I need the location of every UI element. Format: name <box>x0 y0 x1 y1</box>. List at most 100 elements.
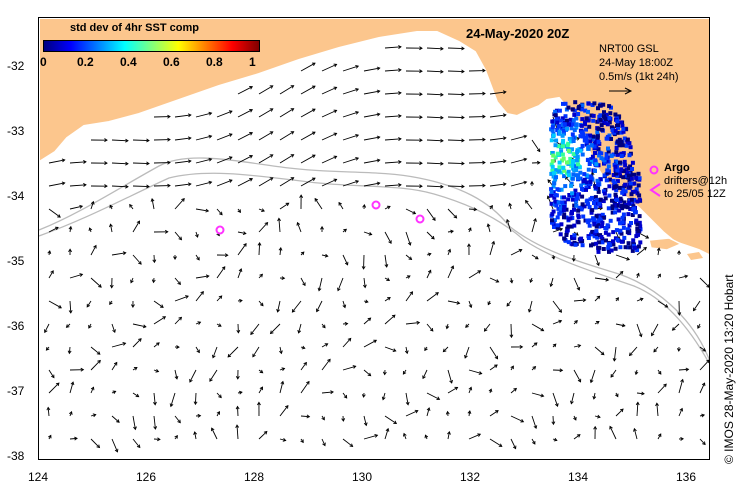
sst-pixel <box>595 235 600 240</box>
current-arrow-head <box>320 225 324 230</box>
current-arrow-head <box>635 401 640 406</box>
sst-pixel <box>575 192 580 197</box>
sst-pixel <box>607 184 612 189</box>
current-arrow-head <box>447 248 452 253</box>
sst-pixel <box>602 173 607 178</box>
current-arrow-head <box>509 334 514 339</box>
current-arrow <box>195 254 200 261</box>
current-arrow-head <box>218 394 222 399</box>
current-arrow-head <box>512 445 517 450</box>
sst-pixel <box>560 122 565 127</box>
sst-pixel <box>593 205 598 210</box>
current-arrow <box>216 133 233 141</box>
ocean-current-map[interactable] <box>39 18 710 460</box>
current-arrow <box>300 177 316 187</box>
sst-pixel <box>576 162 580 167</box>
current-arrow <box>510 135 527 141</box>
current-arrow-head <box>146 161 150 166</box>
sst-pixel <box>637 220 642 225</box>
current-arrow <box>484 323 491 332</box>
current-arrow-head <box>150 197 155 202</box>
current-arrow <box>279 438 286 441</box>
current-arrow-head <box>363 422 368 427</box>
current-arrow-head <box>461 184 465 189</box>
current-arrow-head <box>495 410 499 414</box>
current-arrow <box>129 204 134 210</box>
current-arrow-head <box>79 204 84 209</box>
sst-pixel <box>621 175 626 180</box>
current-arrow-head <box>130 279 134 284</box>
sst-pixel <box>621 187 626 192</box>
current-arrow <box>195 291 204 302</box>
current-arrow-head <box>54 226 59 231</box>
sst-pixel <box>615 179 620 184</box>
current-arrow <box>636 298 644 302</box>
current-arrow <box>426 231 435 240</box>
current-arrow <box>699 346 706 352</box>
current-arrow-head <box>187 136 192 141</box>
current-arrow-head <box>216 410 220 415</box>
sst-pixel <box>606 146 610 151</box>
current-arrow <box>132 254 142 265</box>
current-arrow <box>468 300 472 308</box>
current-arrow-head <box>494 355 499 360</box>
current-arrow <box>237 268 242 279</box>
sst-pixel <box>562 195 566 200</box>
current-arrow-head <box>187 159 192 164</box>
current-arrow <box>209 369 218 382</box>
sst-pixel <box>589 143 594 148</box>
sst-pixel <box>625 139 630 144</box>
current-arrow-head <box>279 350 283 355</box>
current-arrow <box>510 249 522 256</box>
current-arrow-head <box>197 413 202 418</box>
sst-pixel <box>596 189 601 194</box>
colorbar-tick: 0.6 <box>163 55 180 69</box>
current-arrow-head <box>153 401 157 406</box>
current-arrow <box>489 183 506 187</box>
current-arrow <box>174 369 178 380</box>
sst-pixel <box>630 248 635 253</box>
current-arrow-head <box>376 89 381 94</box>
sst-pixel <box>591 113 596 118</box>
sst-pixel <box>580 107 585 112</box>
current-arrow <box>342 338 352 348</box>
current-arrow <box>250 323 260 335</box>
current-arrow <box>651 323 659 336</box>
current-arrow-head <box>429 327 434 332</box>
sst-pixel <box>596 182 601 187</box>
current-arrow <box>153 415 156 430</box>
sst-pixel <box>587 218 592 223</box>
current-arrow-head <box>61 181 66 186</box>
sst-pixel <box>596 147 601 152</box>
current-arrow <box>384 231 392 244</box>
sst-pixel <box>570 197 575 202</box>
sst-pixel <box>579 130 584 135</box>
sst-pixel <box>565 143 570 147</box>
current-arrow <box>447 162 465 164</box>
current-arrow <box>44 323 50 333</box>
current-arrow-head <box>645 235 650 239</box>
sst-overlay <box>549 100 643 254</box>
current-arrow-head <box>577 378 582 383</box>
current-arrow <box>593 392 596 399</box>
current-arrow <box>594 295 600 302</box>
current-arrow-head <box>440 138 444 143</box>
current-arrow-head <box>302 282 306 287</box>
sst-pixel <box>576 208 581 213</box>
current-arrow <box>447 249 451 256</box>
current-arrow-head <box>467 410 472 414</box>
current-arrow <box>321 359 331 371</box>
sst-pixel <box>628 145 633 150</box>
colorbar-tick: 0.4 <box>120 55 137 69</box>
current-arrow <box>570 392 575 404</box>
sst-pixel <box>554 175 558 180</box>
current-arrow <box>132 338 142 348</box>
sst-pixel <box>638 224 643 229</box>
current-arrow-head <box>355 110 360 115</box>
current-arrow-head <box>468 386 473 391</box>
current-arrow-head <box>450 229 454 234</box>
sst-pixel <box>593 159 598 164</box>
sst-pixel <box>565 126 570 131</box>
sst-pixel <box>602 110 606 115</box>
current-arrow-head <box>211 354 216 359</box>
